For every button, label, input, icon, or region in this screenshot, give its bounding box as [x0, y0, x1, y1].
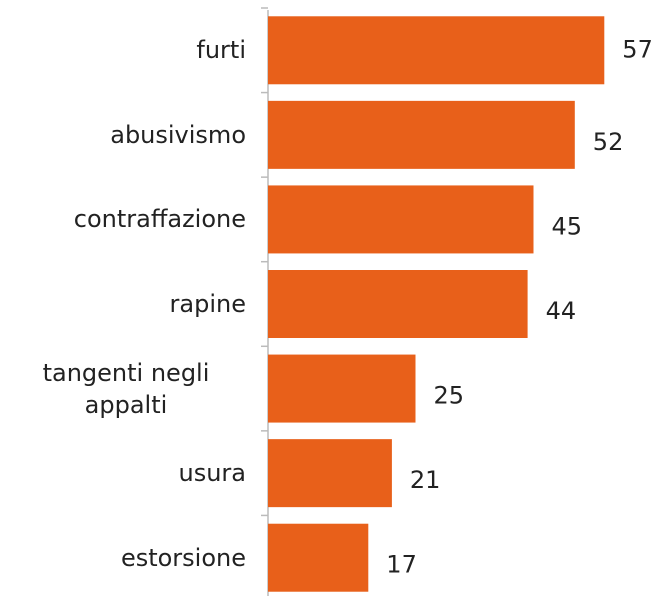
value-label: 17 [386, 551, 417, 579]
category-label: contraffazione [0, 179, 246, 259]
bar [268, 16, 605, 85]
category-text: tangenti negli appalti [42, 358, 210, 419]
category-text: abusivismo [110, 120, 246, 149]
category-label: rapine [0, 264, 246, 344]
category-text: usura [178, 459, 247, 488]
value-label: 21 [410, 466, 441, 494]
category-label: abusivismo [0, 95, 246, 175]
category-label: furti [0, 10, 246, 90]
category-text: contraffazione [73, 205, 246, 234]
category-label: estorsione [0, 518, 246, 598]
value-label: 52 [593, 128, 624, 156]
bar [268, 100, 575, 169]
category-text: estorsione [120, 543, 246, 572]
category-text: rapine [169, 290, 246, 318]
category-text: furti [196, 36, 246, 65]
value-label: 44 [546, 297, 577, 325]
bar [268, 185, 534, 254]
value-label: 57 [622, 35, 653, 63]
category-label: tangenti negli appalti [0, 349, 246, 429]
bar [268, 523, 369, 592]
bar [268, 354, 416, 423]
bar [268, 270, 528, 338]
category-label: usura [0, 433, 247, 513]
bar [268, 439, 392, 508]
value-label: 45 [552, 212, 583, 240]
value-label: 25 [434, 382, 465, 410]
